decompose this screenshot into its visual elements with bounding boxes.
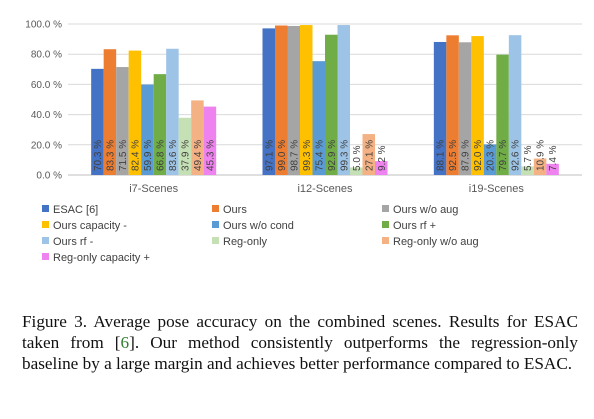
legend-swatch — [212, 205, 219, 212]
legend-label: Reg-only — [223, 236, 268, 248]
bar-value-label: 27.1 % — [364, 140, 375, 171]
legend-label: Reg-only w/o aug — [393, 236, 479, 248]
citation-link[interactable]: 6 — [121, 333, 130, 352]
legend-swatch — [42, 205, 49, 212]
legend-label: Ours rf + — [393, 220, 436, 232]
y-tick-label: 20.0 % — [31, 140, 62, 151]
bar-value-label: 5.7 % — [523, 145, 534, 171]
y-tick-label: 80.0 % — [31, 50, 62, 61]
x-category-label: i7-Scenes — [129, 183, 178, 195]
bar-value-label: 70.3 % — [93, 140, 104, 171]
chart-legend: ESAC [6] Ours Ours w/o aug Ours capacity - O… — [42, 204, 479, 264]
bar-value-label: 66.8 % — [155, 140, 166, 171]
legend-label: Ours w/o aug — [393, 204, 458, 216]
bar-value-label: 5.0 % — [352, 145, 363, 171]
legend-label: Reg-only capacity + — [53, 252, 150, 264]
y-tick-label: 100.0 % — [25, 20, 62, 31]
bar-value-label: 92.5 % — [448, 140, 459, 171]
bar-value-label: 59.9 % — [143, 140, 154, 171]
bar-chart: 0.0 % 20.0 % 40.0 % 60.0 % 80.0 % 100.0 % 70.… — [0, 0, 594, 300]
bar-value-label: 92.0 % — [473, 140, 484, 171]
legend-label: Ours rf - — [53, 236, 94, 248]
legend-label: Ours — [223, 204, 247, 216]
bar-value-label: 99.0 % — [277, 140, 288, 171]
bar-value-label: 99.3 % — [339, 140, 350, 171]
legend-swatch — [382, 205, 389, 212]
bar-value-label: 92.6 % — [511, 140, 522, 171]
figure-caption: Figure 3. Average pose accuracy on the c… — [22, 312, 578, 374]
bar-value-label: 83.3 % — [105, 140, 116, 171]
bar-value-label: 75.4 % — [314, 140, 325, 171]
bar-value-label: 88.1 % — [436, 140, 447, 171]
legend-swatch — [42, 221, 49, 228]
x-category-label: i19-Scenes — [469, 183, 525, 195]
legend-swatch — [382, 237, 389, 244]
y-tick-label: 60.0 % — [31, 80, 62, 91]
bar-value-label: 49.4 % — [193, 140, 204, 171]
legend-label: ESAC [6] — [53, 204, 98, 216]
bar-value-label: 37.9 % — [180, 140, 191, 171]
bar-value-label: 99.3 % — [302, 140, 313, 171]
bar-value-label: 98.7 % — [289, 140, 300, 171]
bar-value-label: 7.4 % — [548, 145, 559, 171]
bar-value-label: 10.9 % — [536, 140, 547, 171]
bar-value-label: 20.3 % — [486, 140, 497, 171]
bar-value-label: 82.4 % — [130, 140, 141, 171]
legend-swatch — [212, 221, 219, 228]
bar-value-label: 45.3 % — [205, 140, 216, 171]
data-labels: 70.3 % 83.3 % 71.5 % 82.4 % 59.9 % 66.8 % 83.6… — [93, 140, 559, 171]
legend-swatch — [42, 237, 49, 244]
legend-swatch — [382, 221, 389, 228]
bar-value-label: 97.1 % — [264, 140, 275, 171]
bar-value-label: 87.9 % — [461, 140, 472, 171]
x-axis-categories: i7-Scenes i12-Scenes i19-Scenes — [129, 183, 524, 195]
legend-label: Ours capacity - — [53, 220, 127, 232]
bar-value-label: 71.5 % — [118, 140, 129, 171]
bar-value-label: 9.2 % — [377, 145, 388, 171]
legend-swatch — [42, 253, 49, 260]
y-tick-label: 40.0 % — [31, 110, 62, 121]
bar-value-label: 79.7 % — [498, 140, 509, 171]
legend-label: Ours w/o cond — [223, 220, 294, 232]
bar-value-label: 83.6 % — [168, 140, 179, 171]
x-category-label: i12-Scenes — [297, 183, 353, 195]
legend-swatch — [212, 237, 219, 244]
bar-value-label: 92.9 % — [327, 140, 338, 171]
y-axis-ticks: 0.0 % 20.0 % 40.0 % 60.0 % 80.0 % 100.0 % — [25, 20, 62, 182]
y-tick-label: 0.0 % — [36, 171, 62, 182]
